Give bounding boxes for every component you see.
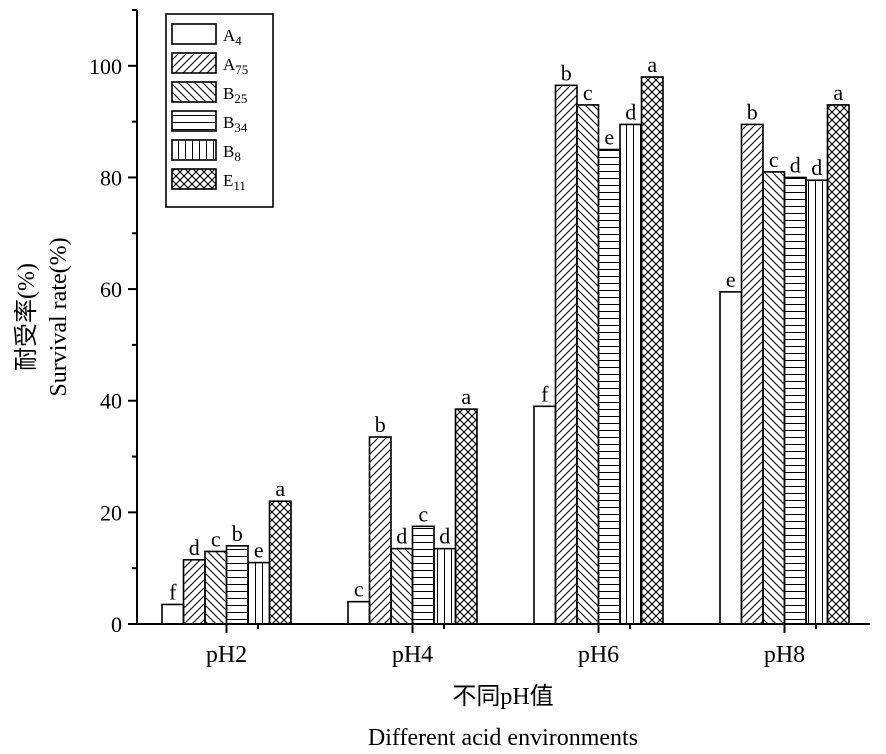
- x-axis-title-english: Different acid environments: [368, 725, 638, 751]
- sig-label-pH8-series-0: e: [726, 267, 736, 292]
- sig-label-pH4-series-0: c: [354, 577, 364, 602]
- sig-label-pH2-series-5: a: [275, 476, 285, 501]
- y-tick-label-40: 40: [100, 389, 122, 414]
- sig-label-pH4-series-2: d: [396, 524, 407, 549]
- y-tick-label-60: 60: [100, 277, 122, 302]
- sig-label-pH6-series-0: f: [541, 381, 549, 406]
- y-tick-label-80: 80: [100, 165, 122, 190]
- legend-label-1: A75: [223, 55, 248, 77]
- bar-pH8-series-4: [805, 179, 829, 625]
- x-tick-label-pH6: pH6: [578, 642, 619, 668]
- bar-pH8-series-3: [783, 176, 807, 625]
- sig-label-pH4-series-1: b: [375, 412, 386, 437]
- sig-label-pH8-series-5: a: [833, 80, 843, 105]
- bar-pH8-series-0: [719, 291, 743, 625]
- bar-pH6-series-0: [533, 405, 557, 625]
- bar-pH6-series-5: [640, 76, 664, 625]
- sig-label-pH6-series-3: e: [604, 125, 614, 150]
- legend-swatch-2: [171, 81, 217, 103]
- bar-pH8-series-5: [826, 104, 850, 625]
- legend-label-3: B34: [223, 113, 248, 135]
- sig-label-pH8-series-4: d: [811, 155, 822, 180]
- legend: A4 A75 B25 B34 B8 E11: [165, 13, 274, 208]
- legend-swatch-3: [171, 110, 217, 132]
- bar-pH4-series-0: [347, 600, 371, 625]
- sig-label-pH8-series-3: d: [790, 152, 801, 177]
- legend-label-0: A4: [223, 26, 242, 48]
- sig-label-pH6-series-2: c: [583, 80, 593, 105]
- bar-pH6-series-1: [554, 84, 578, 625]
- bar-pH2-series-2: [204, 550, 228, 625]
- bar-pH4-series-4: [433, 547, 457, 625]
- bar-pH2-series-3: [225, 545, 249, 625]
- sig-label-pH2-series-0: f: [169, 579, 177, 604]
- bars-layer: [161, 76, 850, 625]
- y-tick-label-20: 20: [100, 500, 122, 525]
- sig-label-pH6-series-5: a: [647, 52, 657, 77]
- y-axis-title-english: Survival rate(%): [46, 237, 72, 396]
- x-ticks-layer: pH2 pH4 pH6 pH8: [206, 624, 817, 668]
- bar-pH6-series-3: [597, 148, 621, 625]
- x-tick-label-pH4: pH4: [392, 642, 433, 668]
- bar-pH6-series-4: [619, 123, 643, 625]
- x-axis-title-chinese: 不同pH值: [452, 683, 553, 710]
- sig-label-pH6-series-1: b: [561, 60, 572, 85]
- y-axis-title-chinese: 耐受率(%): [13, 263, 40, 371]
- sig-label-pH4-series-3: c: [418, 501, 428, 526]
- legend-swatch-1: [171, 52, 217, 74]
- bar-pH2-series-1: [182, 559, 206, 625]
- sig-label-pH8-series-1: b: [747, 99, 758, 124]
- bar-pH8-series-1: [740, 123, 764, 625]
- x-tick-label-pH8: pH8: [764, 642, 805, 668]
- y-tick-label-0: 0: [111, 612, 122, 637]
- sig-label-pH2-series-4: e: [254, 538, 264, 563]
- x-tick-label-pH2: pH2: [206, 642, 247, 668]
- bar-pH2-series-5: [268, 500, 292, 625]
- bar-pH4-series-2: [390, 547, 414, 625]
- bar-pH4-series-3: [411, 525, 435, 625]
- bar-pH2-series-0: [161, 603, 185, 625]
- legend-items: A4 A75 B25 B34 B8 E11: [171, 23, 248, 193]
- sig-label-pH2-series-2: c: [211, 526, 221, 551]
- legend-label-2: B25: [223, 84, 247, 106]
- sig-label-pH4-series-5: a: [461, 384, 471, 409]
- bar-pH4-series-1: [368, 436, 392, 625]
- legend-label-5: E11: [223, 171, 246, 193]
- legend-swatch-0: [171, 23, 217, 45]
- bar-pH8-series-2: [762, 171, 786, 625]
- sig-label-pH2-series-3: b: [232, 521, 243, 546]
- sig-label-pH6-series-4: d: [625, 99, 636, 124]
- bar-pH6-series-2: [576, 104, 600, 625]
- bar-pH2-series-4: [247, 561, 271, 625]
- y-ticks-layer: 0 20 40 60 80 100: [89, 9, 137, 637]
- sig-label-pH4-series-4: d: [439, 524, 450, 549]
- sig-label-pH8-series-2: c: [769, 147, 779, 172]
- legend-swatch-4: [171, 139, 217, 161]
- sig-label-pH2-series-1: d: [189, 535, 200, 560]
- y-tick-label-100: 100: [89, 54, 122, 79]
- legend-swatch-5: [171, 168, 217, 190]
- legend-label-4: B8: [223, 142, 241, 164]
- bar-pH4-series-5: [454, 408, 478, 625]
